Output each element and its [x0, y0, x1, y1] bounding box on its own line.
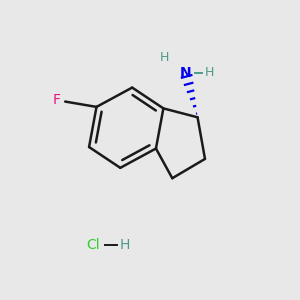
Text: H: H: [205, 66, 214, 79]
Text: H: H: [160, 51, 169, 64]
Text: N: N: [180, 66, 191, 80]
Text: H: H: [119, 238, 130, 252]
Text: F: F: [52, 93, 60, 107]
Text: Cl: Cl: [87, 238, 100, 252]
